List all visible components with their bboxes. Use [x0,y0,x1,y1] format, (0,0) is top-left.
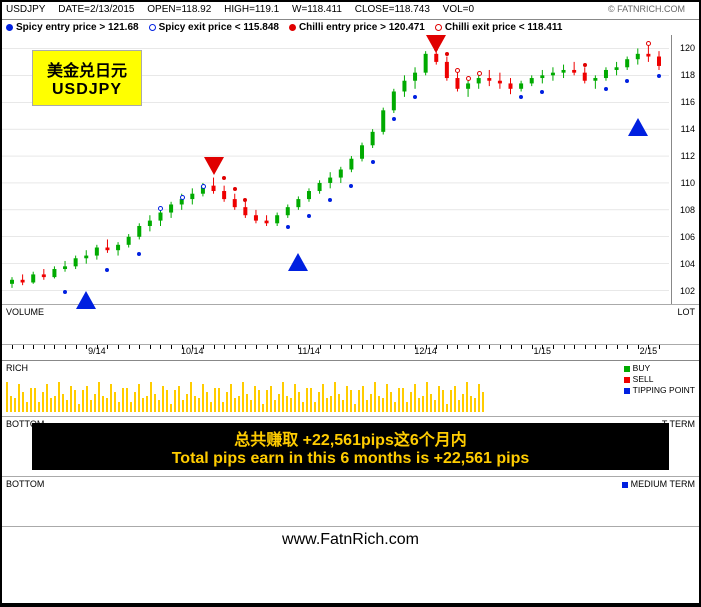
signal-dot [392,117,396,121]
x-axis: 9/1410/1411/1412/141/152/15 [2,345,699,361]
signal-dot [371,160,375,164]
rich-bars [6,379,619,412]
y-axis: 102 104 106 108 110 112 114 116 118 120 [671,35,699,304]
volume-label: VOLUME [6,307,44,317]
volume-panel: VOLUME LOT [2,305,699,345]
bottom-panel-2: BOTTOM MEDIUM TERM [2,477,699,527]
chilli-exit-legend: Chilli exit price < 118.411 [435,22,563,33]
signal-dot [604,87,608,91]
close-label: CLOSE=118.743 [355,4,430,15]
title-box: 美金兑日元 USDJPY [32,50,142,106]
title-cn: 美金兑日元 [47,57,127,81]
signal-dot [233,187,237,191]
y-tick: 106 [680,232,695,242]
chart-container: USDJPY DATE=2/13/2015 OPEN=118.92 HIGH=1… [2,2,699,603]
lot-label: LOT [677,307,695,317]
open-label: OPEN=118.92 [147,4,211,15]
pips-banner: 总共赚取 +22,561pips这6个月内 Total pips earn in… [32,423,669,470]
triangle-up-icon [288,253,308,271]
signal-dot [583,63,587,67]
spicy-exit-legend: Spicy exit price < 115.848 [149,22,279,33]
y-tick: 118 [681,70,695,80]
dot-icon [6,24,13,31]
bottom2-label: BOTTOM [6,479,44,489]
date-label: DATE=2/13/2015 [58,4,134,15]
title-en: USDJPY [47,81,127,99]
y-tick: 102 [680,286,695,296]
dot-icon [289,24,296,31]
low-label: W=118.411 [292,4,342,15]
signal-dot [286,225,290,229]
rich-label: RICH [6,363,28,373]
triangle-up-icon [628,118,648,136]
rich-legend: BUYSELLTIPPING POINT [624,363,695,396]
rich-panel: RICH BUYSELLTIPPING POINT [2,361,699,417]
ring-icon [149,24,156,31]
legend-bar: Spicy entry price > 121.68 Spicy exit pr… [2,20,699,35]
triangle-up-icon [76,291,96,309]
footer-url: www.FatnRich.com [2,527,699,553]
y-tick: 108 [680,205,695,215]
watermark: © FATNRICH.COM [608,4,685,14]
signal-dot [137,252,141,256]
triangle-down-icon [204,157,224,175]
banner-line2: Total pips earn in this 6 months is +22,… [172,450,530,468]
y-tick: 120 [680,43,695,53]
triangle-down-icon [426,35,446,53]
vol-label: VOL=0 [443,4,474,15]
rich-legend-item: SELL [624,374,695,385]
square-icon [622,482,628,488]
y-tick: 116 [681,97,695,107]
signal-dot [180,195,185,200]
signal-dot [328,198,332,202]
y-tick: 112 [681,151,695,161]
chilli-entry-legend: Chilli entry price > 120.471 [289,22,425,33]
signal-dot [477,71,482,76]
rich-legend-item: TIPPING POINT [624,385,695,396]
high-label: HIGH=119.1 [224,4,279,15]
signal-dot [63,290,67,294]
bottom-panel-1: BOTTOM T TERM 总共赚取 +22,561pips这6个月内 Tota… [2,417,699,477]
signal-dot [307,214,311,218]
banner-line1: 总共赚取 +22,561pips这6个月内 [234,426,467,450]
symbol-label: USDJPY [6,4,45,15]
ring-icon [435,24,442,31]
signal-dot [657,74,661,78]
spicy-entry-legend: Spicy entry price > 121.68 [6,22,139,33]
y-tick: 110 [681,178,695,188]
header-bar: USDJPY DATE=2/13/2015 OPEN=118.92 HIGH=1… [2,2,699,20]
rich-legend-item: BUY [624,363,695,374]
bottom2-right: MEDIUM TERM [622,479,695,489]
y-tick: 114 [681,124,695,134]
y-tick: 104 [680,259,695,269]
